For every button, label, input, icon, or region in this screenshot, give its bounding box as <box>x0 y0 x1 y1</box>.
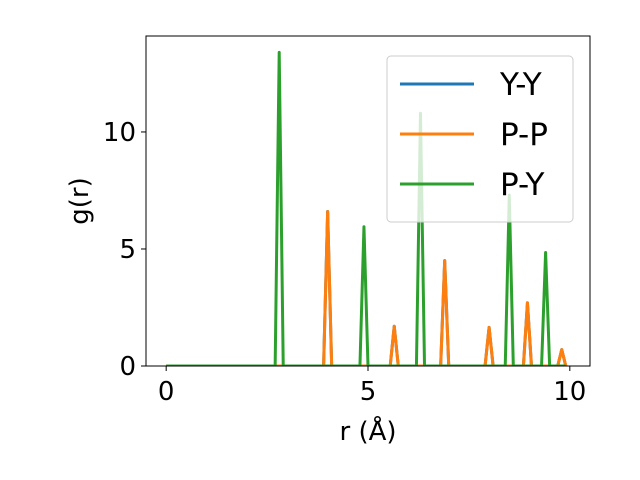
x-axis-label: r (Å) <box>339 415 396 447</box>
x-tick-label: 0 <box>158 377 175 407</box>
y-tick-label: 0 <box>119 352 136 382</box>
y-tick-label: 5 <box>119 235 136 265</box>
x-tick-label: 10 <box>553 377 586 407</box>
y-tick-label: 10 <box>103 118 136 148</box>
legend-label-p-p: P-P <box>500 117 548 153</box>
x-tick-label: 5 <box>360 377 377 407</box>
legend-box <box>386 55 574 223</box>
legend-label-p-y: P-Y <box>500 167 545 203</box>
legend-label-y-y: Y-Y <box>499 67 542 103</box>
y-axis-label: g(r) <box>65 177 95 224</box>
legend: Y-Y P-P P-Y <box>386 55 574 223</box>
x-axis-ticks: 0 5 10 <box>158 366 586 407</box>
y-axis-ticks: 0 5 10 <box>103 118 146 382</box>
